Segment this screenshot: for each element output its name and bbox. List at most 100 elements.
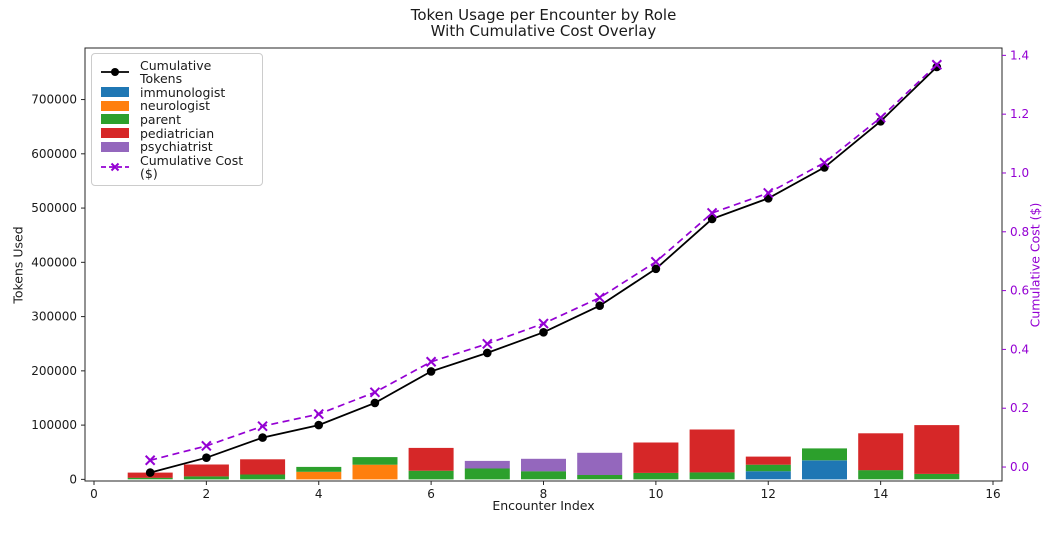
cumulative-tokens-marker xyxy=(539,328,548,337)
y-tick-label-right: 1.0 xyxy=(1010,166,1029,180)
y-tick-label-left: 600000 xyxy=(31,147,77,161)
cumulative-tokens-legend-icon xyxy=(101,68,129,77)
cumulative-cost-marker-x xyxy=(875,112,886,123)
cumulative-cost-line xyxy=(149,64,938,462)
legend-label: neurologist xyxy=(140,98,210,114)
x-tick-label: 14 xyxy=(873,487,888,501)
y-tick-label-right: 1.2 xyxy=(1010,107,1029,121)
cumulative-tokens-marker xyxy=(314,420,324,430)
cumulative-tokens-marker xyxy=(707,214,717,224)
chart-title-line2: With Cumulative Cost Overlay xyxy=(430,22,657,40)
bar-segment-parent-enc15 xyxy=(914,473,960,480)
y-tick-label-left: 500000 xyxy=(31,201,77,215)
bar-segment-neurologist-enc4 xyxy=(296,471,342,480)
legend-item: neurologist xyxy=(101,99,253,112)
bar-segment-parent-enc7 xyxy=(464,468,510,480)
bar-segment-parent-enc3 xyxy=(240,474,286,480)
bar-segment-pediatrician-enc15 xyxy=(914,425,960,474)
cumulative-tokens-marker xyxy=(258,433,267,442)
bar-segment-parent-enc9 xyxy=(577,475,623,480)
legend-label: Cumulative Cost ($) xyxy=(140,152,244,181)
bar-segment-parent-enc6 xyxy=(408,470,454,480)
legend-label: pediatrician xyxy=(140,125,215,141)
bar-segment-parent-enc13 xyxy=(802,448,847,461)
x-tick-label: 12 xyxy=(761,487,776,501)
cumulative-tokens-marker xyxy=(145,468,155,477)
bar-segment-pediatrician-enc3 xyxy=(240,459,286,475)
legend-item: pediatrician xyxy=(101,127,253,140)
legend-item: Cumulative Cost ($) xyxy=(101,154,253,180)
neurologist-swatch-icon xyxy=(101,100,129,111)
legend-label: parent xyxy=(140,111,181,127)
cumulative-cost-marker-x xyxy=(819,157,830,168)
parent-swatch-icon xyxy=(101,114,129,125)
y-tick-label-left: 100000 xyxy=(31,418,77,432)
y-tick-label-right: 0.6 xyxy=(1010,284,1029,298)
cumulative-tokens-marker xyxy=(595,301,604,311)
bar-segment-parent-enc4 xyxy=(296,466,342,472)
bar-segment-neurologist-enc5 xyxy=(352,464,398,480)
cumulative-cost-marker-x xyxy=(650,256,662,267)
cumulative-cost-marker-x xyxy=(594,292,605,303)
bar-segment-immunologist-enc13 xyxy=(802,460,847,480)
bar-segment-pediatrician-enc6 xyxy=(408,447,454,471)
legend: Cumulative Tokens immunologist neurologist… xyxy=(91,53,263,186)
cumulative-cost-marker-x xyxy=(931,59,943,70)
cumulative-cost-marker-x xyxy=(257,420,268,432)
y-tick-label-right: 0.0 xyxy=(1010,460,1029,474)
cumulative-cost-marker-x xyxy=(482,338,493,350)
cumulative-cost-legend-icon xyxy=(101,162,129,171)
chart-title-line1: Token Usage per Encounter by Role xyxy=(410,6,677,24)
psychiatrist-swatch-icon xyxy=(101,141,129,152)
cumulative-tokens-marker xyxy=(370,398,380,408)
bar-segment-parent-enc2 xyxy=(183,476,229,480)
y-tick-label-right: 1.4 xyxy=(1010,48,1029,62)
y-tick-label-left: 400000 xyxy=(31,255,77,269)
cumulative-cost-marker-x xyxy=(369,387,381,398)
cumulative-cost-marker-x xyxy=(313,408,324,420)
y-tick-label-left: 300000 xyxy=(31,310,77,324)
bar-segment-parent-enc12 xyxy=(745,464,791,472)
y-tick-label-left: 700000 xyxy=(31,93,77,107)
y-tick-label-right: 0.2 xyxy=(1010,401,1029,415)
x-tick-label: 10 xyxy=(648,487,663,501)
bar-segment-pediatrician-enc14 xyxy=(858,433,904,471)
y-axis-label-right: Cumulative Cost ($) xyxy=(1027,202,1043,328)
y-tick-label-left: 200000 xyxy=(31,364,77,378)
x-tick-label: 8 xyxy=(540,487,548,501)
bar-segment-parent-enc8 xyxy=(521,471,566,480)
y-tick-label-left: 0 xyxy=(69,472,77,486)
bar-segment-parent-enc11 xyxy=(689,472,735,480)
bar-segment-pediatrician-enc12 xyxy=(745,456,791,465)
legend-label: Cumulative Tokens xyxy=(140,58,212,87)
bar-segment-psychiatrist-enc7 xyxy=(464,460,510,469)
bar-segment-psychiatrist-enc8 xyxy=(521,458,566,472)
pediatrician-swatch-icon xyxy=(101,128,129,139)
cumulative-tokens-marker xyxy=(483,348,492,358)
bar-segment-pediatrician-enc10 xyxy=(633,442,679,473)
cumulative-cost-marker-x xyxy=(763,187,774,199)
bar-segment-parent-enc5 xyxy=(352,457,398,465)
legend-item: Cumulative Tokens xyxy=(101,59,253,85)
cumulative-cost-marker-x xyxy=(201,440,212,452)
y-tick-label-right: 0.4 xyxy=(1010,342,1029,356)
cumulative-tokens-line xyxy=(149,66,938,474)
y-tick-label-right: 0.8 xyxy=(1010,225,1029,239)
legend-label: psychiatrist xyxy=(140,139,213,155)
cumulative-tokens-marker xyxy=(932,62,942,72)
x-tick-label: 6 xyxy=(427,487,435,501)
cumulative-tokens-marker xyxy=(202,453,211,463)
cumulative-tokens-marker xyxy=(426,367,436,376)
legend-item: immunologist xyxy=(101,86,253,99)
y-axis-label-left: Tokens Used xyxy=(10,226,26,304)
bar-segment-parent-enc1 xyxy=(127,477,173,480)
x-tick-label: 2 xyxy=(203,487,211,501)
bar-segment-pediatrician-enc11 xyxy=(689,429,735,473)
cumulative-tokens-marker xyxy=(651,264,661,274)
x-axis-label: Encounter Index xyxy=(492,498,595,513)
x-tick-label: 16 xyxy=(985,487,1000,501)
legend-item: psychiatrist xyxy=(101,140,253,153)
bar-segment-pediatrician-enc2 xyxy=(183,464,229,477)
